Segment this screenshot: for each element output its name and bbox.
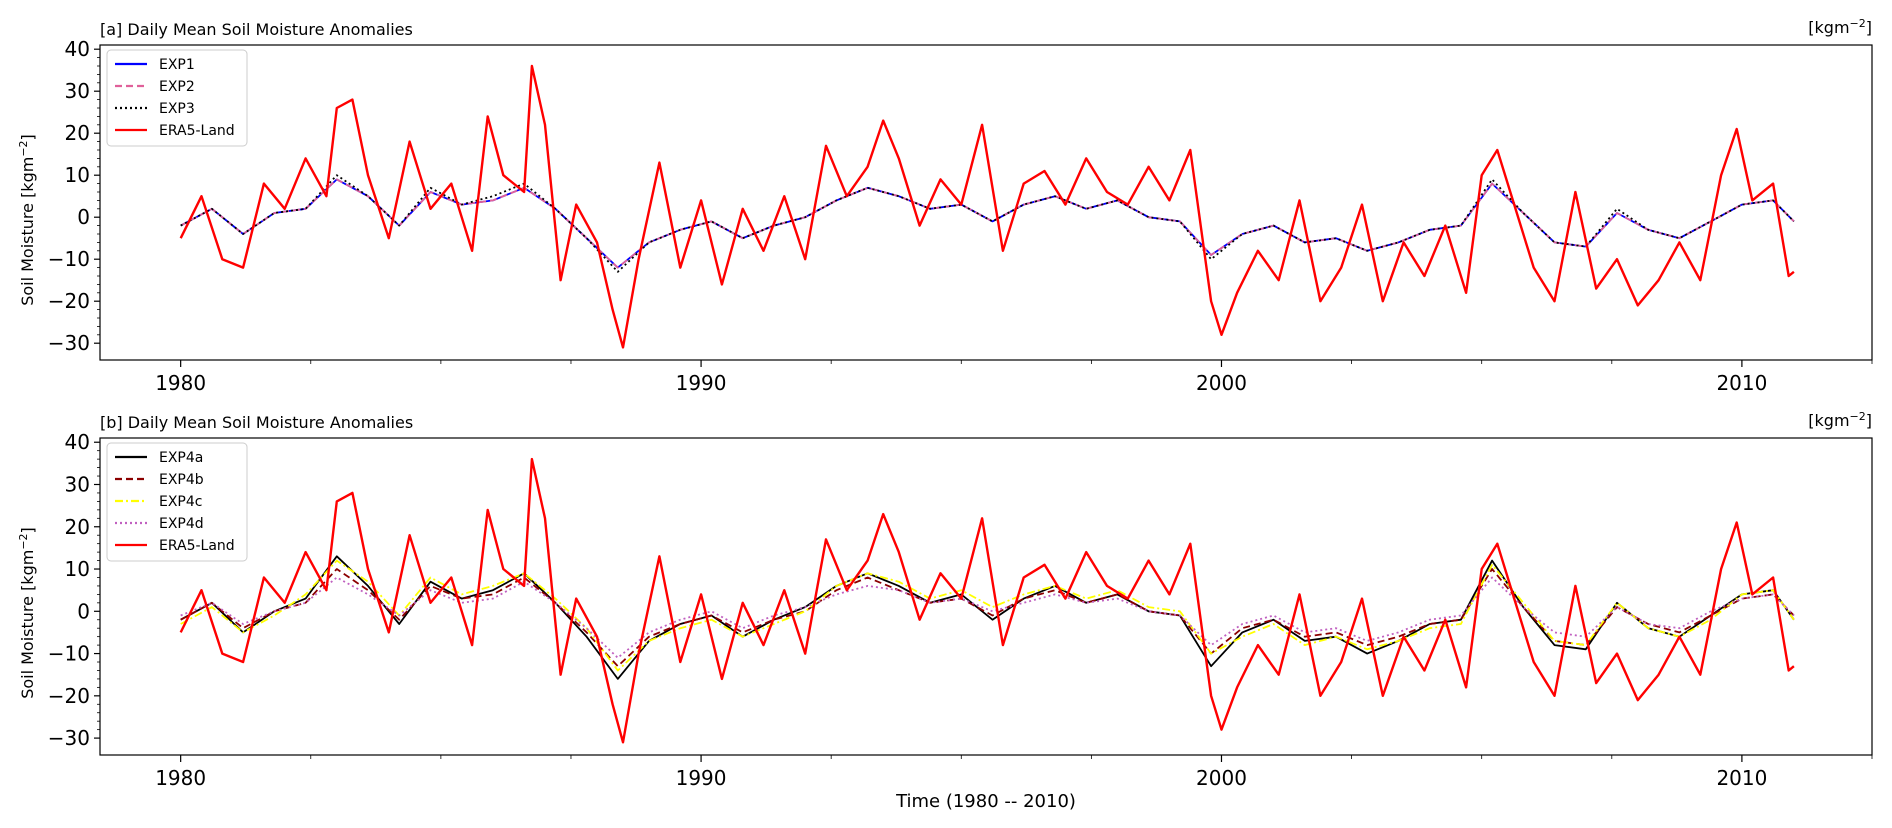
svg-text:Soil Moisture [kgm−2]: Soil Moisture [kgm−2]	[17, 134, 38, 306]
panel-a-plot-frame	[99, 44, 1873, 361]
legend-label-exp4b: EXP4b	[159, 472, 204, 488]
panel-b-y-tick-label: −20	[48, 684, 90, 708]
panel-b-title: [b] Daily Mean Soil Moisture Anomalies	[100, 413, 413, 432]
panel-a-legend: EXP1 EXP2 EXP3 ERA5-Land	[106, 49, 248, 147]
panel-a-series-exp2	[180, 178, 1795, 269]
panel-a-y-tick-label: 20	[65, 121, 90, 145]
panel-b-y-tick-label: 40	[65, 430, 90, 454]
panel-a-unit-label: [kgm−2]	[1808, 17, 1872, 38]
panel-b-x-tick-label: 2010	[1716, 766, 1767, 790]
panel-a-y-tick-label: −30	[48, 331, 90, 355]
panel-b: [b] Daily Mean Soil Moisture Anomalies […	[17, 410, 1873, 812]
panel-a-x-tick-label: 1980	[155, 371, 206, 395]
panel-a-x-tick-label: 2010	[1716, 371, 1767, 395]
legend-label-exp4d: EXP4d	[159, 516, 204, 532]
panel-a-y-tick-label: 30	[65, 79, 90, 103]
panel-b-x-tick-label: 2000	[1196, 766, 1247, 790]
panel-b-series-exp4a	[180, 555, 1795, 680]
panel-a-series-exp1	[180, 178, 1795, 269]
legend-label-exp4a: EXP4a	[159, 450, 203, 466]
legend-label-exp2: EXP2	[159, 79, 195, 95]
panel-a-title: [a] Daily Mean Soil Moisture Anomalies	[100, 20, 413, 39]
panel-a-axes: −30 −20 −10 0 10 20 30 40 1980 1990 2000 2010	[48, 37, 1873, 395]
panel-a-x-tick-label: 2000	[1196, 371, 1247, 395]
panel-a-y-tick-label: −20	[48, 289, 90, 313]
legend-label-era5-land: ERA5-Land	[159, 123, 235, 139]
legend-label-era5-land: ERA5-Land	[159, 538, 235, 554]
panel-b-y-axis-label: Soil Moisture [kgm−2]	[17, 527, 38, 699]
panel-a-y-tick-label: −10	[48, 247, 90, 271]
legend-label-exp1: EXP1	[159, 57, 195, 73]
panel-b-series-exp4b	[180, 568, 1795, 668]
legend-label-exp3: EXP3	[159, 101, 195, 117]
panel-b-y-tick-label: 10	[65, 557, 90, 581]
panel-a-series	[179, 64, 1795, 349]
svg-text:Soil Moisture [kgm−2]: Soil Moisture [kgm−2]	[17, 527, 38, 699]
panel-b-series	[179, 457, 1795, 744]
panel-b-x-tick-label: 1980	[155, 766, 206, 790]
panel-b-y-tick-label: 0	[77, 599, 90, 623]
panel-b-x-tick-label: 1990	[676, 766, 727, 790]
panel-b-y-tick-label: 20	[65, 515, 90, 539]
panel-b-x-axis-label: Time (1980 -- 2010)	[895, 791, 1076, 812]
panel-b-y-tick-label: −30	[48, 726, 90, 750]
panel-a-series-era5-land	[179, 64, 1795, 349]
panel-a-y-tick-label: 40	[65, 37, 90, 61]
panel-b-series-exp4d	[180, 576, 1795, 659]
panel-a-y-tick-label: 0	[77, 205, 90, 229]
panel-a-series-exp3	[180, 174, 1795, 273]
panel-b-axes: −30 −20 −10 0 10 20 30 40 1980 1990 2000 2010	[48, 430, 1873, 790]
panel-a-x-tick-label: 1990	[676, 371, 727, 395]
panel-b-unit-label: [kgm−2]	[1808, 410, 1872, 431]
panel-b-legend: EXP4a EXP4b EXP4c EXP4d ERA5-Land	[106, 442, 248, 562]
panel-b-legend-frame	[106, 442, 248, 562]
panel-b-y-tick-label: 30	[65, 472, 90, 496]
panel-a-y-tick-label: 10	[65, 163, 90, 187]
panel-b-plot-frame	[99, 437, 1873, 756]
panel-b-y-tick-label: −10	[48, 642, 90, 666]
panel-a: [a] Daily Mean Soil Moisture Anomalies […	[17, 17, 1873, 395]
panel-a-y-axis-label: Soil Moisture [kgm−2]	[17, 134, 38, 306]
panel-b-series-era5-land	[179, 457, 1795, 744]
panel-a-legend-frame	[106, 49, 248, 147]
legend-label-exp4c: EXP4c	[159, 494, 202, 510]
